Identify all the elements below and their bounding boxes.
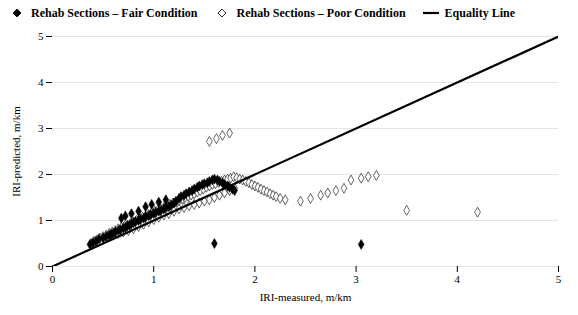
- svg-text:2: 2: [38, 168, 44, 180]
- svg-text:2: 2: [252, 273, 258, 285]
- svg-text:0: 0: [38, 260, 44, 272]
- html-text:Equality Line: Equality Line: [444, 5, 515, 20]
- svg-text:IRI-predicted, m/km: IRI-predicted, m/km: [10, 106, 22, 197]
- svg-text:0: 0: [50, 273, 56, 285]
- html-text:Rehab Sections – Poor Conditio: Rehab Sections – Poor Condition: [236, 5, 406, 20]
- svg-text:3: 3: [38, 122, 44, 134]
- svg-text:3: 3: [353, 273, 359, 285]
- svg-text:4: 4: [455, 273, 461, 285]
- svg-text:1: 1: [38, 214, 44, 226]
- html-text:Rehab Sections – Fair Conditio: Rehab Sections – Fair Condition: [31, 5, 198, 20]
- svg-text:1: 1: [151, 273, 157, 285]
- svg-text:5: 5: [38, 30, 44, 42]
- svg-text:5: 5: [556, 273, 562, 285]
- svg-text:IRI-measured, m/km: IRI-measured, m/km: [260, 291, 352, 303]
- svg-text:4: 4: [38, 76, 44, 88]
